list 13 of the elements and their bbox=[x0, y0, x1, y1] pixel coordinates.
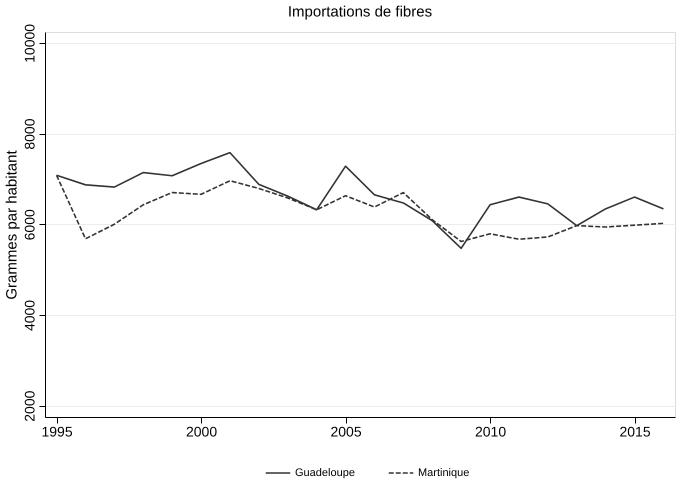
legend-label: Guadeloupe bbox=[295, 467, 355, 479]
x-tick-label: 1995 bbox=[41, 424, 73, 440]
y-tick-label: 4000 bbox=[22, 300, 38, 332]
chart-title: Importations de fibres bbox=[288, 3, 432, 20]
y-tick-label: 8000 bbox=[22, 118, 38, 150]
y-tick-label: 10000 bbox=[22, 24, 38, 63]
y-tick-label: 6000 bbox=[22, 208, 38, 240]
x-tick-label: 2005 bbox=[330, 424, 362, 440]
x-tick-label: 2015 bbox=[619, 424, 651, 440]
x-tick-label: 2000 bbox=[186, 424, 218, 440]
x-tick-label: 2010 bbox=[474, 424, 506, 440]
y-axis-title: Grammes par habitant bbox=[4, 150, 20, 300]
legend-label: Martinique bbox=[418, 467, 470, 479]
